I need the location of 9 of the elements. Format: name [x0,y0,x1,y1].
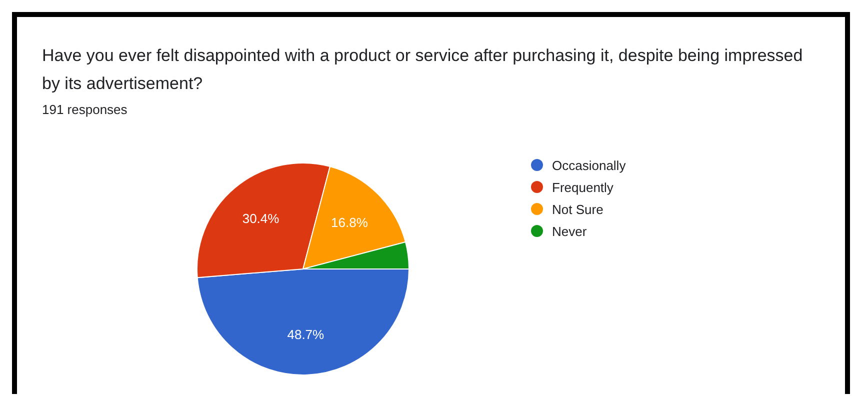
text: 191 responses [42,102,128,117]
data-label: 16.8% [331,215,368,230]
legend-label: Frequently [552,180,614,194]
data-label: 30.4% [242,211,280,226]
legend-label: Not Sure [552,202,604,216]
legend-label: Occasionally [552,158,626,172]
data-label: 48.7% [287,327,325,342]
legend-label: Never [552,224,587,238]
chart-title: Have you ever felt disappointed with a product or service after purchasing it, despite being impressed by its advertisement? [42,45,804,95]
